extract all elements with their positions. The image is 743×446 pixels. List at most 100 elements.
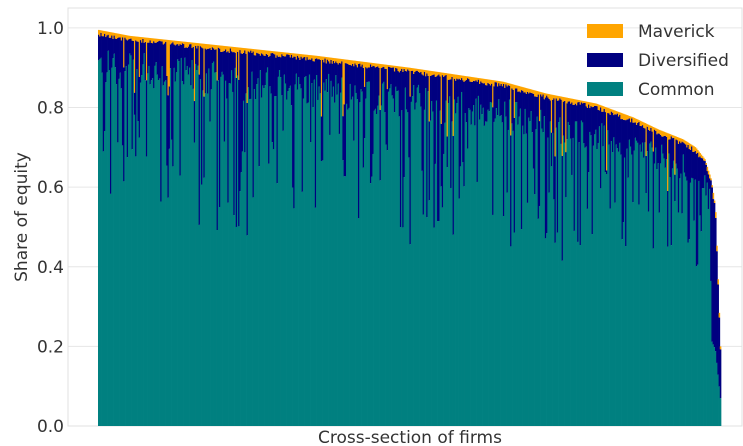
bar-maverick	[395, 65, 397, 68]
bar-common	[429, 120, 432, 426]
bar-diversified	[706, 171, 709, 183]
bar-diversified	[284, 56, 287, 84]
bar-common	[635, 140, 638, 426]
legend-label-diversified: Diversified	[638, 51, 729, 71]
bar-common	[710, 280, 712, 426]
bar-common	[532, 168, 535, 427]
bar-diversified	[184, 47, 186, 58]
bar-diversified	[508, 85, 511, 100]
bar-common	[556, 232, 559, 426]
bar-common	[659, 163, 662, 426]
bar-diversified	[233, 52, 235, 216]
bar-common	[560, 143, 563, 427]
bar-common	[677, 212, 680, 426]
bar-maverick	[452, 74, 455, 137]
bar-maverick	[386, 64, 389, 90]
bar-diversified	[501, 86, 504, 123]
bar-diversified	[219, 48, 221, 207]
bar-maverick	[707, 170, 710, 175]
bar-diversified	[445, 74, 447, 101]
bar-diversified	[328, 61, 330, 74]
bar-diversified	[372, 65, 374, 154]
bar-diversified	[697, 152, 699, 265]
bar-maverick	[434, 71, 437, 77]
bar-common	[295, 73, 298, 426]
bar-maverick	[346, 59, 348, 64]
bar-maverick	[567, 97, 570, 102]
bar-common	[444, 122, 446, 427]
bar-maverick	[476, 77, 479, 82]
bar-maverick	[504, 82, 506, 88]
bar-diversified	[136, 41, 138, 70]
bar-common	[233, 215, 235, 426]
bar-maverick	[559, 96, 561, 99]
bar-maverick	[106, 31, 108, 36]
bar-common	[219, 206, 221, 426]
bar-maverick	[409, 67, 412, 97]
bar-diversified	[299, 59, 301, 85]
bar-maverick	[417, 69, 420, 72]
bar-maverick	[532, 90, 535, 94]
bar-maverick	[155, 38, 158, 43]
bar-maverick	[216, 45, 219, 81]
bar-diversified	[141, 42, 143, 76]
bar-diversified	[150, 43, 153, 81]
bar-common	[124, 71, 126, 426]
bar-diversified	[193, 101, 196, 143]
bar-maverick	[227, 46, 229, 52]
bar-maverick	[242, 48, 245, 53]
bar-maverick	[293, 53, 295, 57]
bar-common	[570, 138, 572, 426]
bar-maverick	[596, 103, 598, 107]
bar-common	[456, 103, 458, 427]
bar-common	[389, 88, 391, 426]
bar-maverick	[502, 81, 505, 84]
bar-common	[258, 166, 261, 426]
bar-maverick	[208, 44, 210, 49]
bar-diversified	[359, 63, 361, 103]
bar-diversified	[649, 130, 651, 144]
bar-common	[265, 72, 268, 427]
bar-diversified	[651, 131, 654, 148]
bar-diversified	[168, 86, 171, 149]
bar-common	[202, 90, 204, 427]
bar-common	[181, 81, 184, 426]
bar-diversified	[594, 105, 596, 135]
bar-diversified	[347, 63, 349, 110]
bar-maverick	[586, 101, 589, 108]
bar-maverick	[383, 64, 385, 67]
bar-diversified	[579, 104, 582, 246]
bar-common	[586, 208, 589, 426]
bar-common	[662, 153, 664, 426]
bar-diversified	[371, 66, 373, 177]
bar-common	[197, 65, 199, 427]
bar-common	[125, 66, 128, 426]
bar-maverick	[470, 76, 473, 82]
bar-common	[115, 84, 118, 426]
bar-diversified	[573, 104, 576, 231]
bar-common	[314, 207, 317, 426]
bar-diversified	[428, 121, 431, 201]
bar-diversified	[514, 88, 517, 102]
bar-maverick	[319, 56, 322, 60]
bar-common	[259, 70, 262, 427]
bar-maverick	[665, 132, 668, 137]
bar-maverick	[402, 66, 404, 72]
bar-common	[480, 104, 482, 426]
bar-diversified	[148, 42, 150, 66]
bar-maverick	[695, 148, 698, 154]
bar-diversified	[529, 92, 531, 122]
bar-common	[694, 179, 697, 426]
bar-common	[601, 123, 603, 427]
bar-diversified	[169, 44, 172, 69]
bar-maverick	[699, 153, 701, 157]
bar-diversified	[380, 68, 383, 106]
bar-common	[121, 145, 124, 426]
bar-common	[548, 192, 551, 426]
bar-common	[425, 88, 427, 426]
bar-common	[253, 89, 256, 426]
bar-diversified	[143, 42, 146, 54]
bar-diversified	[214, 49, 216, 73]
bar-maverick	[675, 136, 678, 140]
